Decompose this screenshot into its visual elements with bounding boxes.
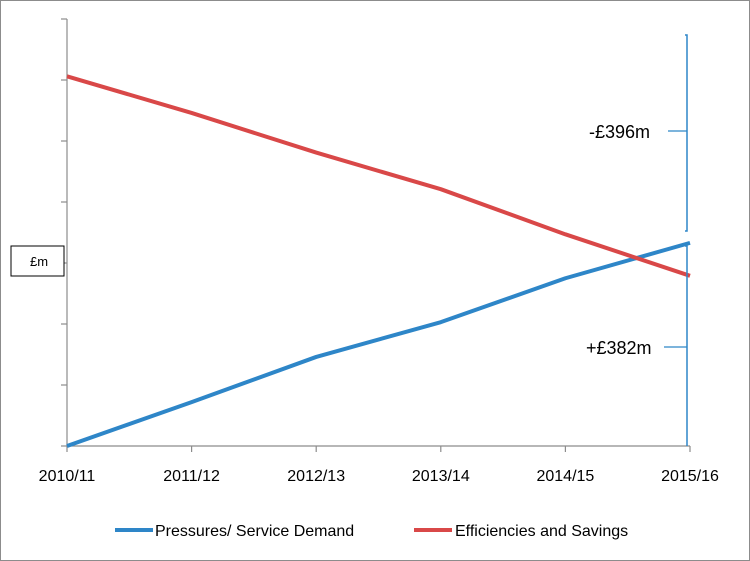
x-tick-label: 2013/14 <box>412 468 470 485</box>
upper-bracket <box>685 34 688 232</box>
annotation-savings-gap: -£396m <box>589 122 650 142</box>
series-line-pressures <box>66 240 691 448</box>
legend: Pressures/ Service Demand Efficiencies a… <box>115 523 628 540</box>
difference-brackets: -£396m +£382m <box>586 34 688 446</box>
y-axis-label: £m <box>30 254 48 269</box>
y-axis-ticks <box>61 18 67 447</box>
x-axis-ticks <box>66 446 691 452</box>
legend-label-efficiencies: Efficiencies and Savings <box>455 523 628 540</box>
series-line-efficiencies <box>66 74 691 278</box>
x-tick-label: 2010/11 <box>39 468 96 485</box>
x-axis-labels: 2010/11 2011/12 2012/13 2013/14 2014/15 2015/… <box>39 468 719 485</box>
series-layer <box>66 74 691 448</box>
y-axis-label-box: £m <box>10 245 65 277</box>
lower-bracket <box>685 245 688 446</box>
x-tick-label: 2011/12 <box>163 468 220 485</box>
legend-label-pressures: Pressures/ Service Demand <box>155 523 354 540</box>
x-tick-label: 2012/13 <box>287 468 345 485</box>
x-tick-label: 2015/16 <box>661 468 719 485</box>
x-tick-label: 2014/15 <box>536 468 594 485</box>
annotation-pressure-growth: +£382m <box>586 338 652 358</box>
